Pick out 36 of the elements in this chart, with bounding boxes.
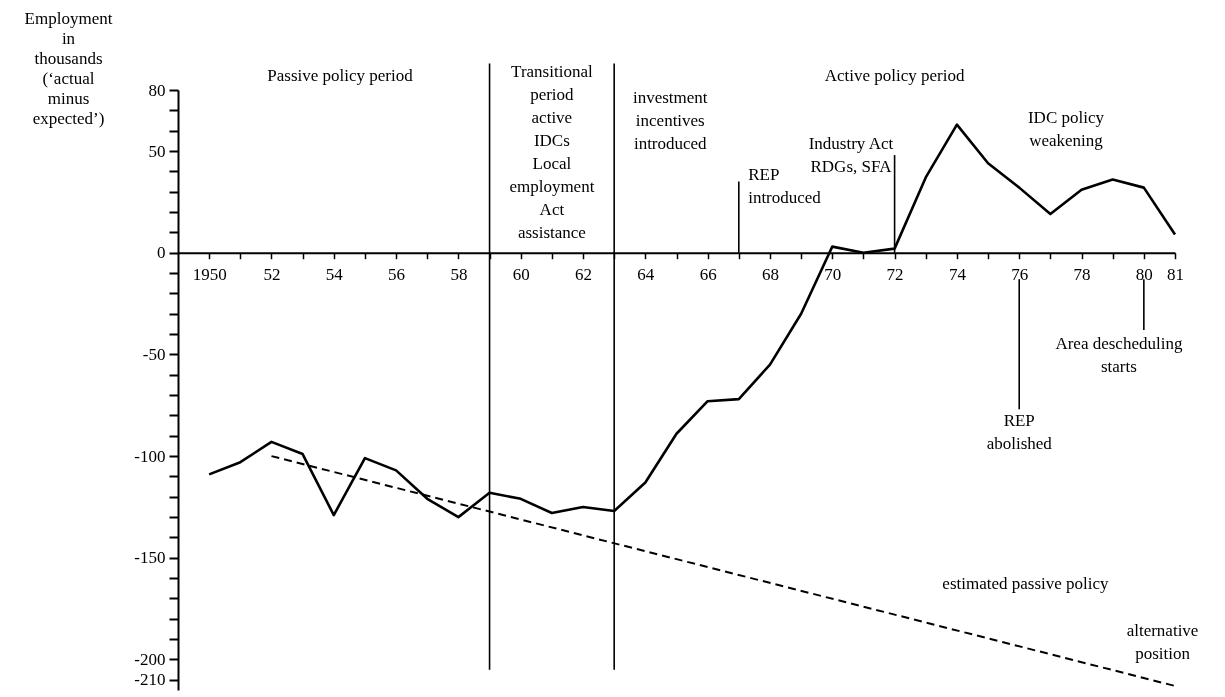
x-tick-label: 52 [263, 265, 281, 285]
x-tick-label: 81 [1167, 265, 1184, 285]
x-tick-label: 60 [512, 265, 530, 285]
text: Passive policy period [267, 65, 414, 85]
x-tick-label: 64 [637, 265, 655, 285]
x-tick-label: 78 [1073, 265, 1091, 285]
x-tick-label: 74 [948, 265, 967, 285]
x-tick-label: 68 [761, 265, 779, 285]
y-tick-label: 0 [157, 243, 166, 263]
ref-line-label: Industry Act RDGs, SFA [808, 134, 894, 177]
y-axis-title: Employment in thousands (‘actual minus expected’) [24, 8, 113, 128]
x-tick-label: 62 [575, 265, 593, 285]
x-tick-label: 80 [1135, 265, 1153, 285]
y-tick-label: -210 [134, 670, 166, 690]
x-tick-label: 76 [1011, 265, 1029, 285]
x-tick-label: 54 [325, 265, 344, 285]
ref-line-label: REP abolished [986, 411, 1053, 454]
y-tick-label: -150 [134, 548, 166, 568]
x-tick-label: 66 [699, 265, 717, 285]
y-tick-label: 50 [148, 141, 166, 161]
y-tick-label: 80 [148, 80, 166, 100]
annotation: IDC policy weakening [1027, 108, 1105, 151]
text: Active policy period [824, 65, 965, 85]
x-tick-label: 1950 [192, 265, 227, 285]
x-tick-label: 56 [388, 265, 406, 285]
x-tick-label: 70 [824, 265, 842, 285]
series-label: estimated passive policy [942, 574, 1110, 594]
annotation: alternative position [1126, 620, 1199, 663]
y-tick-label: -100 [134, 446, 166, 466]
ref-line-label: Area descheduling starts [1055, 334, 1183, 377]
y-tick-label: -50 [142, 344, 166, 364]
x-tick-label: 72 [886, 265, 904, 285]
x-tick-label: 58 [450, 265, 468, 285]
y-tick-label: -200 [134, 649, 166, 669]
annotation: investment incentives introduced [632, 88, 708, 153]
annotation: Transitional period active IDCs Local employment Act assistance [509, 61, 595, 242]
